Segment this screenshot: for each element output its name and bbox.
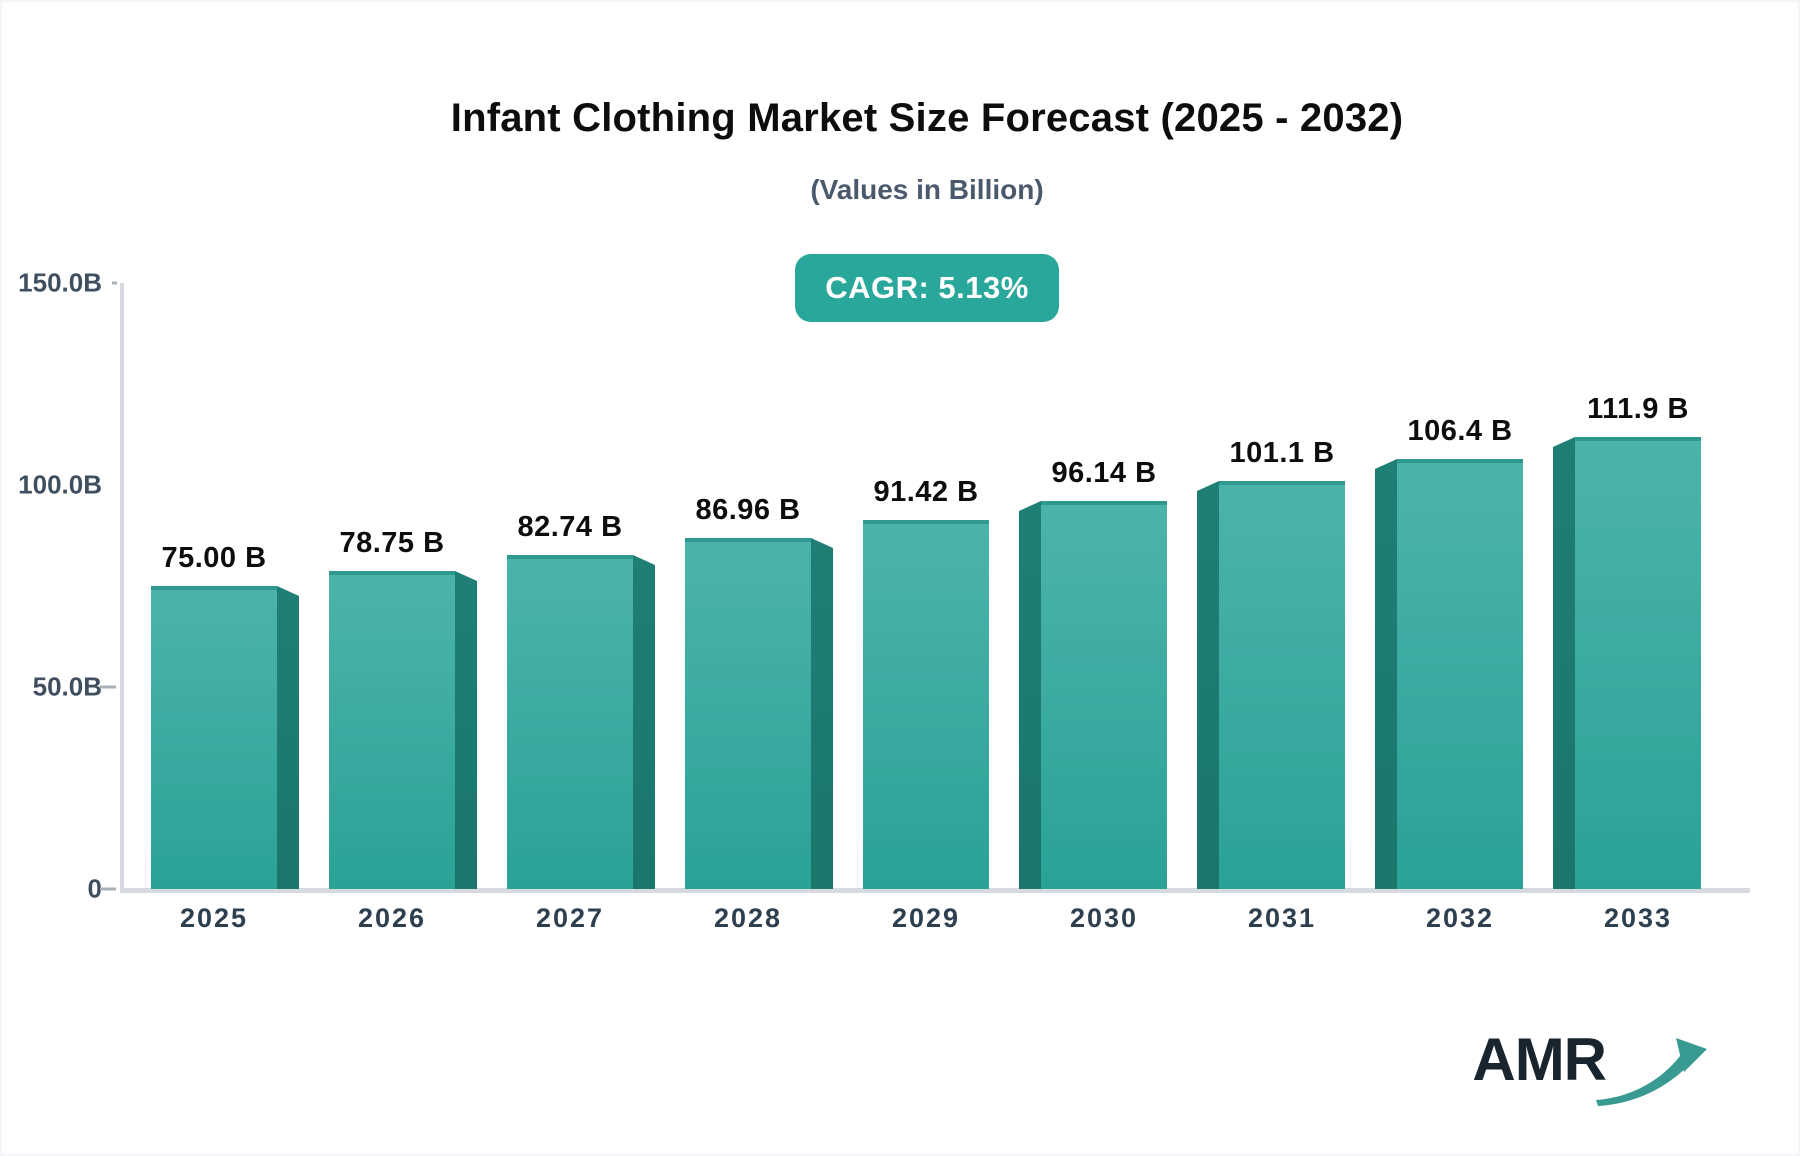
y-axis-tick-mark: [100, 887, 116, 891]
bar-2027: [507, 555, 633, 889]
bar-side-face: [1375, 459, 1397, 889]
bar-value-label: 82.74 B: [517, 511, 623, 543]
bar-side-face: [1553, 437, 1575, 889]
x-axis-tick-label: 2033: [1603, 903, 1673, 933]
chart-subtitle: (Values in Billion): [810, 174, 1044, 205]
y-axis-tick-mark: [112, 281, 117, 285]
bar-value-label: 96.14 B: [1051, 457, 1157, 489]
bar-2026: [329, 571, 455, 889]
bar-value-label: 106.4 B: [1407, 415, 1513, 447]
bar-2031: [1219, 481, 1345, 889]
x-axis-tick-label: 2028: [713, 903, 783, 933]
bar-value-label: 101.1 B: [1229, 437, 1335, 469]
x-axis-tick-label: 2030: [1069, 903, 1139, 933]
bar-2033: [1575, 437, 1701, 889]
bar-value-label: 91.42 B: [873, 476, 979, 508]
bar-side-face: [1197, 481, 1219, 889]
bar-2032: [1397, 459, 1523, 889]
y-axis-tick-mark: [100, 685, 116, 689]
x-axis-tick-label: 2026: [357, 903, 427, 933]
amr-logo: AMR: [1472, 1030, 1710, 1110]
bar-side-face: [633, 555, 655, 889]
bar-value-label: 111.9 B: [1587, 393, 1689, 425]
growth-arrow-icon: [1596, 1038, 1707, 1106]
bar-side-face: [1019, 501, 1041, 889]
chart-title: Infant Clothing Market Size Forecast (20…: [450, 96, 1404, 140]
bar-2025: [151, 586, 277, 889]
bar-2029: [863, 520, 989, 889]
x-axis-tick-label: 2032: [1425, 903, 1495, 933]
bar-side-face: [811, 538, 833, 889]
y-axis-tick-label: 0: [87, 873, 102, 904]
bar-side-face: [455, 571, 477, 889]
x-axis-tick-label: 2025: [179, 903, 249, 933]
cagr-badge: CAGR: 5.13%: [795, 254, 1059, 322]
cagr-badge-row: CAGR: 5.13%: [102, 254, 1752, 322]
y-axis-line: [120, 283, 124, 893]
amr-logo-text: AMR: [1472, 1026, 1607, 1093]
y-axis-tick-label: 100.0B: [18, 469, 102, 500]
bar-value-label: 86.96 B: [695, 494, 801, 526]
x-axis-tick-label: 2031: [1247, 903, 1317, 933]
y-axis-tick-label: 50.0B: [32, 671, 102, 702]
x-axis-line: [120, 888, 1750, 893]
bar-side-face: [277, 586, 299, 889]
x-axis-tick-label: 2029: [891, 903, 961, 933]
bar-value-label: 78.75 B: [339, 527, 445, 559]
bar-2030: [1041, 501, 1167, 889]
x-axis-tick-label: 2027: [535, 903, 605, 933]
bar-value-label: 75.00 B: [161, 542, 267, 574]
y-axis-tick-label: 150.0B: [18, 267, 102, 298]
bar-2028: [685, 538, 811, 889]
